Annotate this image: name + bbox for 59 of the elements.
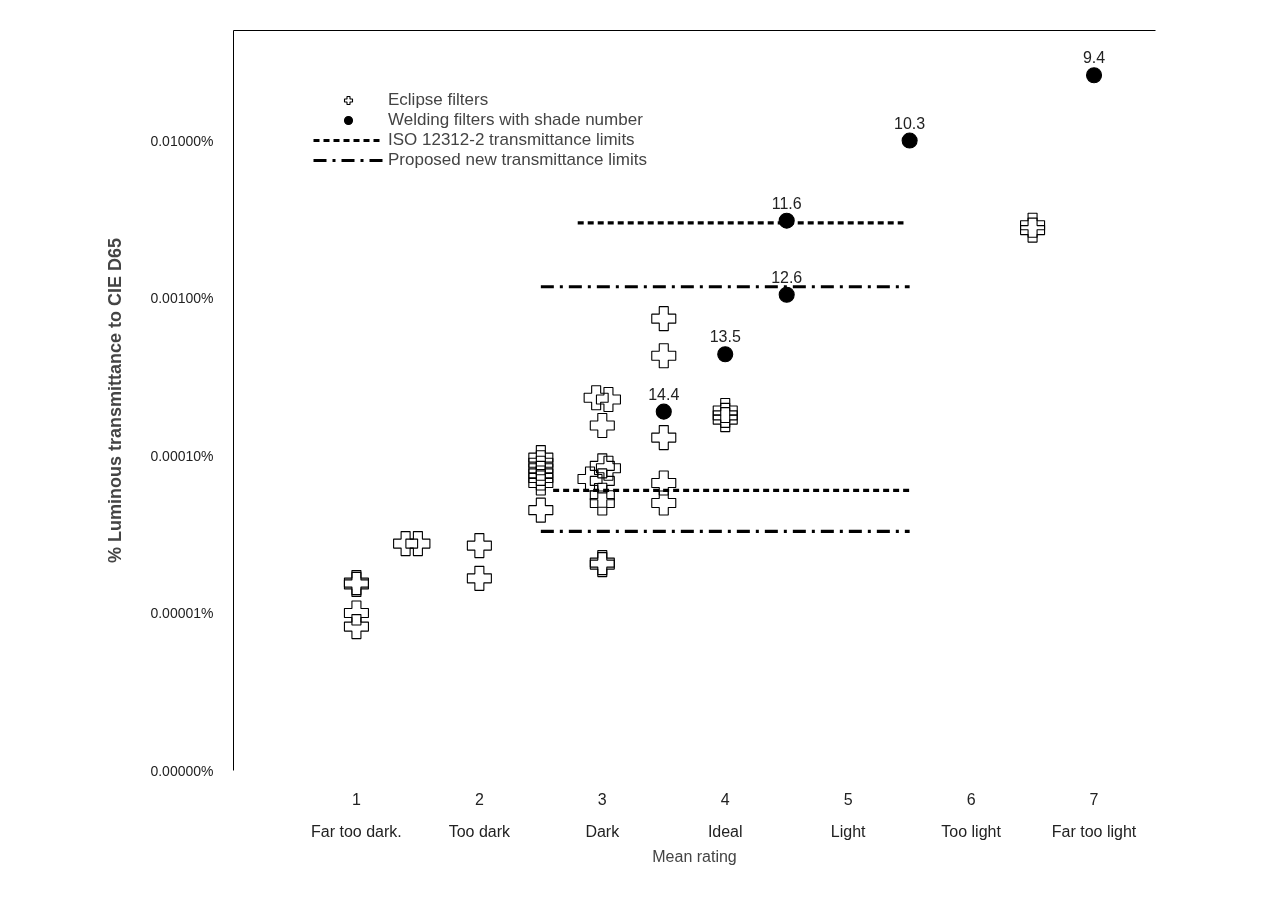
point <box>343 600 369 626</box>
legend-label: Welding filters with shade number <box>388 110 643 130</box>
point <box>343 614 369 640</box>
point <box>589 468 615 494</box>
point <box>589 482 615 508</box>
x-tick-label: 7 Far too light <box>1051 790 1137 840</box>
y-tick-label: 0.00100% <box>150 290 214 307</box>
x-tick-label: 2 Too dark <box>448 790 512 840</box>
annotation: 11.6 <box>771 194 802 212</box>
point <box>589 490 615 516</box>
legend-label: ISO 12312-2 transmittance limits <box>388 130 635 150</box>
point <box>655 403 672 420</box>
point <box>778 286 795 303</box>
point <box>405 531 431 557</box>
x-tick-label: 3 Dark <box>585 790 621 840</box>
point <box>1020 212 1046 238</box>
annotation: 10.3 <box>894 114 926 132</box>
point <box>577 466 603 492</box>
point <box>595 386 621 413</box>
point <box>717 346 734 363</box>
x-axis-title: Mean rating <box>652 847 737 865</box>
y-tick-label: 0.00001% <box>150 605 214 622</box>
point <box>466 565 492 591</box>
point <box>528 445 554 471</box>
annotation: 14.4 <box>648 385 680 403</box>
point <box>528 450 554 476</box>
point <box>651 490 677 516</box>
y-tick-label: 0.01000% <box>150 132 214 149</box>
point <box>466 533 492 559</box>
annotation: 12.6 <box>771 268 803 286</box>
y-axis-title: % Luminous transmittance to CIE D65 <box>105 237 126 564</box>
point <box>651 343 677 369</box>
legend-label: Eclipse filters <box>388 90 489 110</box>
x-tick-label: 4 Ideal <box>707 790 743 840</box>
point <box>589 413 615 439</box>
point <box>1085 67 1103 84</box>
point <box>651 425 677 451</box>
annotation: 13.5 <box>709 328 741 346</box>
point <box>595 455 621 481</box>
point <box>528 497 554 523</box>
point <box>528 465 554 491</box>
point <box>651 470 677 496</box>
point <box>528 460 554 486</box>
annotation: 9.4 <box>1082 49 1106 67</box>
y-tick-label: 0.00010% <box>150 447 214 464</box>
point <box>393 531 419 557</box>
point <box>528 455 554 481</box>
point <box>1020 217 1046 243</box>
point <box>712 407 738 433</box>
x-tick-label: 6 Too light <box>941 790 1002 840</box>
point <box>651 306 677 332</box>
x-tick-label: 5 Light <box>830 790 867 840</box>
point <box>589 453 615 479</box>
x-tick-label: 1 Far too dark. <box>311 790 402 840</box>
point <box>528 470 554 496</box>
legend-label: Proposed new transmittance limits <box>388 150 647 170</box>
y-tick-label: 0.00000% <box>150 762 214 779</box>
point <box>901 132 918 149</box>
point <box>583 385 609 411</box>
